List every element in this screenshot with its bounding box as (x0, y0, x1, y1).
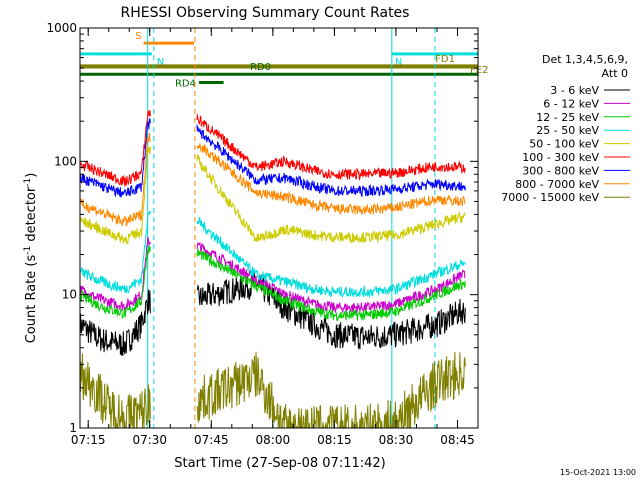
flag-label-rd0-6: RD0 (250, 62, 271, 73)
legend-label-4: 25 - 50 keV (536, 124, 599, 137)
legend-label-2: 6 - 12 keV (543, 97, 599, 110)
y-tick-label-4: 1000 (46, 21, 77, 35)
legend-label-5: 50 - 100 keV (529, 138, 599, 151)
series-50-100-kev (79, 146, 466, 246)
legend-label-9: 7000 - 15000 keV (501, 191, 599, 204)
y-axis-label-main: Count Rate (s (24, 255, 39, 344)
series-segment-7-2 (196, 124, 466, 198)
series-25-50-kev (79, 210, 466, 299)
series-segment-8-1 (79, 133, 151, 227)
series-segment-2-1 (79, 236, 151, 312)
footer-timestamp: 15-Oct-2021 13:00 (560, 468, 636, 477)
series-6-12-kev (79, 236, 466, 314)
legend-label-6: 100 - 300 keV (522, 151, 599, 164)
flag-label-n-2: N (157, 57, 164, 68)
axes: 07:15 07:30 07:45 08:00 08:15 08:30 08:45 1 10 10… (46, 21, 479, 447)
plot-frame (79, 27, 479, 429)
flag-bars: S N N FD1 FE2 RD0 RD4 (80, 31, 488, 90)
legend-label-8: 800 - 7000 keV (515, 178, 599, 191)
flag-label-fd1-4: FD1 (435, 54, 455, 65)
series-segment-6-2 (196, 114, 466, 182)
x-tick-label-5: 08:15 (317, 433, 352, 447)
series-segment-9-2 (196, 351, 466, 430)
flag-label-rd4-7: RD4 (175, 79, 196, 90)
y-tick-label-3: 100 (54, 154, 77, 168)
x-tick-label-7: 08:45 (440, 433, 475, 447)
y-axis-label-mid: detector (24, 186, 39, 246)
y-tick-label-2: 10 (62, 288, 77, 302)
legend-label-1: 3 - 6 keV (550, 84, 599, 97)
series-segment-5-1 (79, 146, 151, 246)
series-segment-4-2 (196, 216, 466, 299)
legend-label-3: 12 - 25 keV (536, 111, 599, 124)
series-12-25-kev (79, 245, 466, 322)
series-segment-6-1 (79, 110, 151, 187)
y-axis-label-sup2: -1 (23, 178, 33, 187)
series-segment-3-1 (79, 245, 151, 320)
legend-label-7: 300 - 800 keV (522, 164, 599, 177)
legend-header-1: Det 1,3,4,5,6,9, (542, 53, 628, 66)
legend-header-2: Att 0 (602, 67, 628, 80)
series-segment-8-2 (196, 143, 466, 216)
series-segment-7-1 (79, 118, 151, 198)
x-tick-label-3: 07:45 (194, 433, 229, 447)
plot-area (80, 28, 478, 428)
flag-label-n-3: N (395, 57, 402, 68)
series-segment-1-1 (79, 289, 151, 356)
series-300-800-kev (79, 118, 466, 198)
x-tick-label-2: 07:30 (132, 433, 167, 447)
series-segment-2-2 (196, 242, 466, 314)
y-axis-label-sup1: -1 (23, 246, 33, 255)
series-800-7000-kev (79, 133, 466, 227)
series-segment-4-1 (79, 210, 151, 294)
plot-background (80, 28, 478, 428)
x-tick-label-6: 08:30 (379, 433, 414, 447)
y-axis-label: Count Rate (s-1 detector-1) (23, 173, 39, 344)
series-100-300-kev (79, 110, 466, 187)
y-tick-label-1: 1 (69, 421, 77, 435)
x-tick-label-4: 08:00 (256, 433, 291, 447)
x-tick-label-1: 07:15 (71, 433, 106, 447)
x-axis-label: Start Time (27-Sep-08 07:11:42) (174, 456, 385, 471)
flag-label-s-1: S (135, 31, 141, 42)
series-segment-5-2 (196, 153, 466, 245)
series-lines (79, 110, 466, 430)
series-segment-3-2 (196, 248, 466, 322)
flag-label-fe2-5: FE2 (470, 65, 488, 76)
y-axis-label-end: ) (24, 173, 39, 178)
chart-title: RHESSI Observing Summary Count Rates (121, 5, 410, 21)
